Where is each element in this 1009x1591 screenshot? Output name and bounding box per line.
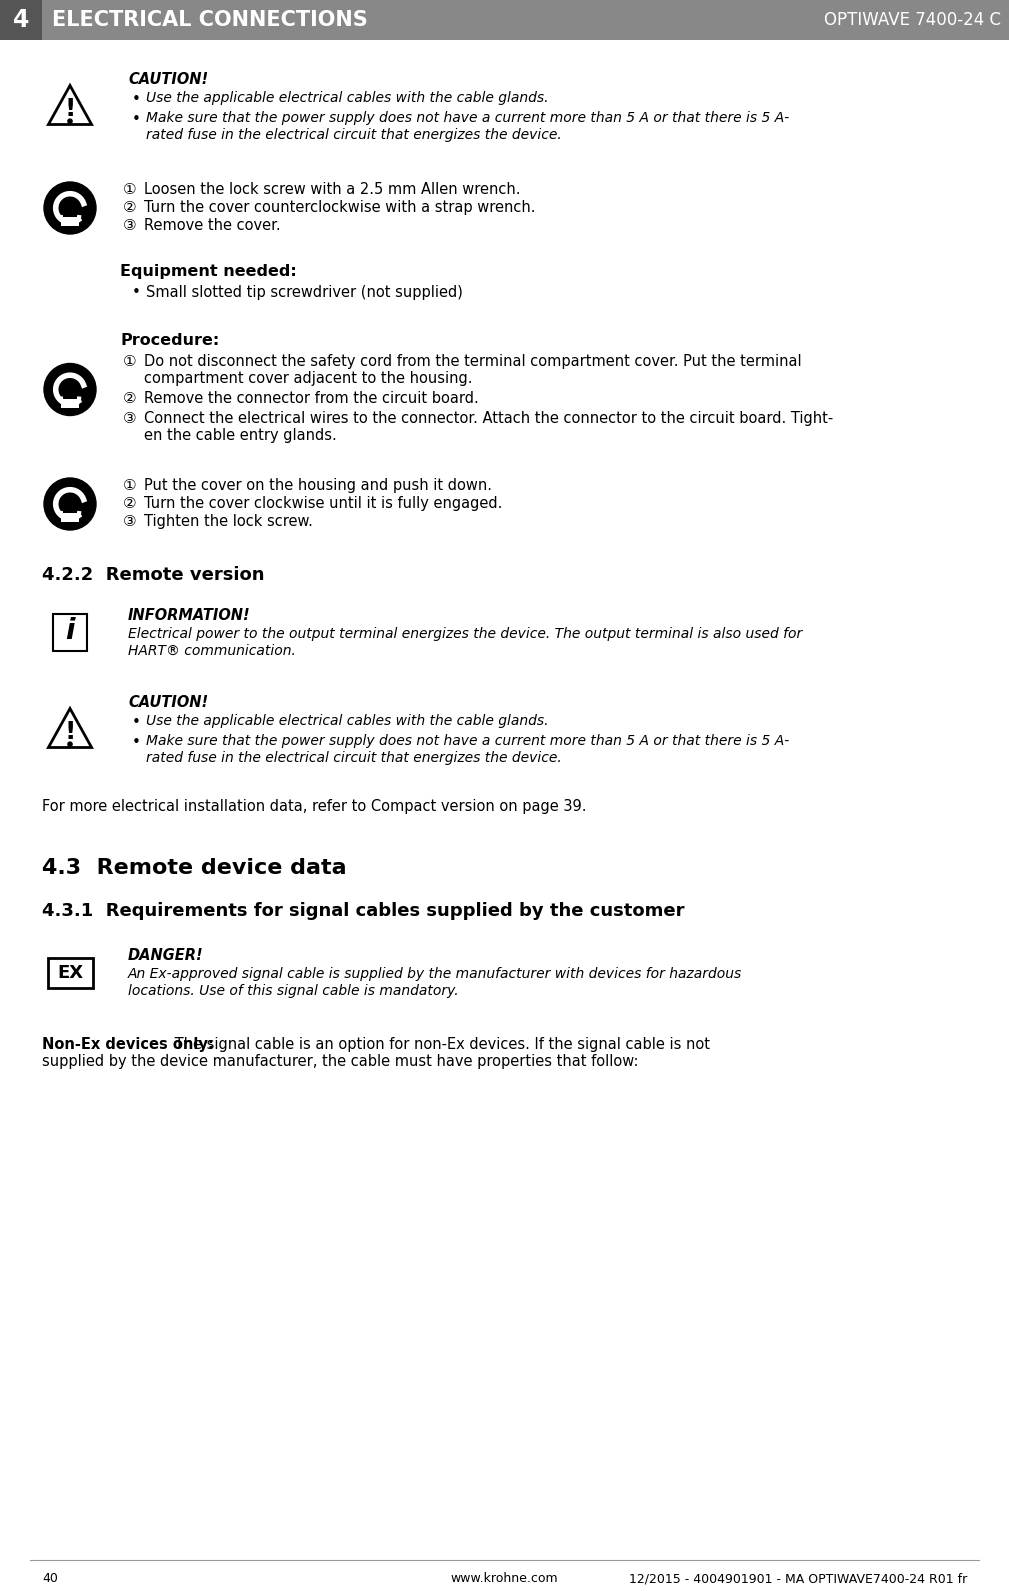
- Text: •: •: [132, 714, 141, 730]
- Text: Equipment needed:: Equipment needed:: [120, 264, 297, 278]
- Bar: [47, 958, 93, 988]
- Text: Make sure that the power supply does not have a current more than 5 A or that th: Make sure that the power supply does not…: [146, 111, 789, 126]
- Text: 12/2015 - 4004901901 - MA OPTIWAVE7400-24 R01 fr: 12/2015 - 4004901901 - MA OPTIWAVE7400-2…: [629, 1572, 967, 1586]
- Text: 4.2.2  Remote version: 4.2.2 Remote version: [42, 566, 264, 584]
- Text: •: •: [132, 285, 141, 301]
- Circle shape: [44, 181, 96, 234]
- Text: en the cable entry glands.: en the cable entry glands.: [144, 428, 337, 442]
- Text: Connect the electrical wires to the connector. Attach the connector to the circu: Connect the electrical wires to the conn…: [144, 410, 833, 426]
- Polygon shape: [48, 708, 92, 748]
- Circle shape: [44, 477, 96, 530]
- Text: rated fuse in the electrical circuit that energizes the device.: rated fuse in the electrical circuit tha…: [146, 751, 562, 765]
- Text: Tighten the lock screw.: Tighten the lock screw.: [144, 514, 313, 528]
- Text: Do not disconnect the safety cord from the terminal compartment cover. Put the t: Do not disconnect the safety cord from t…: [144, 355, 801, 369]
- Text: !: !: [65, 97, 76, 121]
- Circle shape: [68, 741, 72, 746]
- Text: Remove the cover.: Remove the cover.: [144, 218, 281, 232]
- Text: Non-Ex devices only:: Non-Ex devices only:: [42, 1037, 214, 1052]
- Text: ③: ③: [123, 410, 136, 426]
- Text: supplied by the device manufacturer, the cable must have properties that follow:: supplied by the device manufacturer, the…: [42, 1053, 639, 1069]
- Text: !: !: [65, 719, 76, 743]
- Text: locations. Use of this signal cable is mandatory.: locations. Use of this signal cable is m…: [128, 983, 459, 998]
- Text: ③: ③: [123, 218, 136, 232]
- Text: Turn the cover counterclockwise with a strap wrench.: Turn the cover counterclockwise with a s…: [144, 200, 536, 215]
- Text: ①: ①: [123, 477, 136, 493]
- Text: 4.3.1  Requirements for signal cables supplied by the customer: 4.3.1 Requirements for signal cables sup…: [42, 902, 684, 920]
- Text: compartment cover adjacent to the housing.: compartment cover adjacent to the housin…: [144, 371, 472, 387]
- Text: Small slotted tip screwdriver (not supplied): Small slotted tip screwdriver (not suppl…: [146, 285, 463, 301]
- Text: Remove the connector from the circuit board.: Remove the connector from the circuit bo…: [144, 391, 478, 406]
- Text: rated fuse in the electrical circuit that energizes the device.: rated fuse in the electrical circuit tha…: [146, 127, 562, 142]
- Text: Make sure that the power supply does not have a current more than 5 A or that th: Make sure that the power supply does not…: [146, 733, 789, 748]
- Text: Loosen the lock screw with a 2.5 mm Allen wrench.: Loosen the lock screw with a 2.5 mm Alle…: [144, 181, 521, 197]
- Bar: [61, 514, 79, 522]
- Text: Put the cover on the housing and push it down.: Put the cover on the housing and push it…: [144, 477, 492, 493]
- Text: ELECTRICAL CONNECTIONS: ELECTRICAL CONNECTIONS: [52, 10, 367, 30]
- Text: 4.3  Remote device data: 4.3 Remote device data: [42, 858, 347, 878]
- Polygon shape: [48, 86, 92, 124]
- Text: An Ex-approved signal cable is supplied by the manufacturer with devices for haz: An Ex-approved signal cable is supplied …: [128, 967, 743, 982]
- Text: www.krohne.com: www.krohne.com: [451, 1572, 558, 1586]
- Text: ②: ②: [123, 391, 136, 406]
- Text: ①: ①: [123, 355, 136, 369]
- Text: 4: 4: [13, 8, 29, 32]
- Text: ②: ②: [123, 200, 136, 215]
- Text: CAUTION!: CAUTION!: [128, 72, 208, 88]
- Bar: [61, 399, 79, 407]
- Text: EX: EX: [57, 964, 83, 982]
- Text: •: •: [132, 735, 141, 749]
- Text: ②: ②: [123, 496, 136, 511]
- Text: DANGER!: DANGER!: [128, 948, 204, 963]
- Circle shape: [68, 119, 72, 123]
- Text: ①: ①: [123, 181, 136, 197]
- Text: Electrical power to the output terminal energizes the device. The output termina: Electrical power to the output terminal …: [128, 627, 802, 641]
- Bar: [53, 614, 87, 651]
- Bar: [0, 0, 1009, 40]
- Bar: [0, 0, 42, 40]
- Text: Use the applicable electrical cables with the cable glands.: Use the applicable electrical cables wit…: [146, 714, 549, 729]
- Text: 40: 40: [42, 1572, 58, 1586]
- Text: For more electrical installation data, refer to Compact version on page 39.: For more electrical installation data, r…: [42, 799, 586, 815]
- Text: The signal cable is an option for non-Ex devices. If the signal cable is not: The signal cable is an option for non-Ex…: [170, 1037, 710, 1052]
- Text: •: •: [132, 92, 141, 107]
- Text: •: •: [132, 111, 141, 127]
- Text: Use the applicable electrical cables with the cable glands.: Use the applicable electrical cables wit…: [146, 91, 549, 105]
- Circle shape: [44, 363, 96, 415]
- Text: Turn the cover clockwise until it is fully engaged.: Turn the cover clockwise until it is ful…: [144, 496, 502, 511]
- Text: OPTIWAVE 7400-24 C: OPTIWAVE 7400-24 C: [824, 11, 1001, 29]
- Text: ③: ③: [123, 514, 136, 528]
- Text: INFORMATION!: INFORMATION!: [128, 608, 250, 624]
- Text: HART® communication.: HART® communication.: [128, 644, 296, 659]
- Text: i: i: [66, 617, 75, 644]
- Text: CAUTION!: CAUTION!: [128, 695, 208, 710]
- Bar: [61, 216, 79, 226]
- Text: Procedure:: Procedure:: [120, 333, 219, 348]
